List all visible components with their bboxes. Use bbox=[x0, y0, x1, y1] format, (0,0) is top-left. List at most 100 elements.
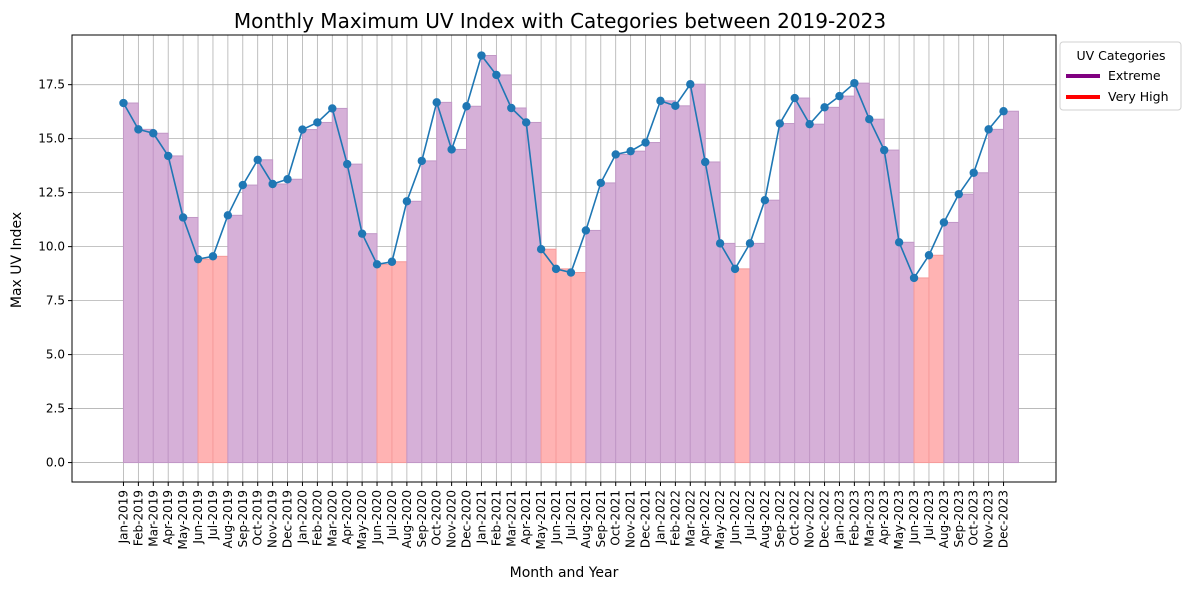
bar-very-high bbox=[197, 258, 214, 464]
x-tick-label: Nov-2023 bbox=[982, 490, 996, 548]
data-point bbox=[536, 245, 546, 254]
bar-extreme bbox=[824, 106, 840, 464]
bar-extreme bbox=[301, 129, 318, 464]
data-point bbox=[984, 125, 993, 134]
x-tick-label: Feb-2019 bbox=[131, 490, 145, 546]
data-point bbox=[760, 195, 770, 205]
bar-extreme bbox=[868, 118, 885, 464]
data-point bbox=[641, 138, 650, 147]
data-point bbox=[208, 252, 218, 261]
x-tick-label: Oct-2021 bbox=[609, 490, 623, 546]
data-point bbox=[999, 107, 1008, 116]
x-tick-label: Apr-2022 bbox=[698, 490, 712, 545]
data-point bbox=[745, 239, 755, 248]
x-tick-label: Jun-2023 bbox=[907, 490, 921, 545]
x-tick-label: Sep-2021 bbox=[594, 490, 608, 548]
data-point bbox=[313, 118, 322, 127]
bar-extreme bbox=[421, 160, 438, 464]
bar-extreme bbox=[659, 100, 676, 464]
bar-extreme bbox=[749, 242, 766, 464]
data-point bbox=[119, 98, 128, 108]
data-point bbox=[507, 103, 516, 113]
data-point bbox=[611, 150, 620, 159]
x-tick-label: Oct-2022 bbox=[788, 490, 802, 546]
bar-extreme bbox=[122, 102, 139, 464]
data-point bbox=[566, 268, 576, 277]
bar-extreme bbox=[287, 178, 303, 464]
bar-extreme bbox=[958, 193, 975, 464]
data-point bbox=[417, 156, 426, 166]
bar-extreme bbox=[764, 199, 781, 464]
x-tick-label: Nov-2019 bbox=[266, 490, 280, 548]
bar-very-high bbox=[376, 263, 393, 464]
bar-very-high bbox=[555, 268, 572, 464]
data-point bbox=[477, 51, 486, 60]
bar-extreme bbox=[227, 214, 244, 464]
data-point bbox=[880, 145, 889, 155]
x-tick-label: Nov-2022 bbox=[803, 490, 817, 548]
bar-extreme bbox=[794, 97, 811, 464]
legend: UV Categories Extreme Very High bbox=[1059, 41, 1182, 111]
bar-very-high bbox=[913, 277, 930, 464]
x-tick-label: Nov-2020 bbox=[445, 490, 459, 548]
legend-label-very-high: Very High bbox=[1108, 89, 1169, 104]
x-tick-label: Feb-2023 bbox=[847, 490, 861, 546]
bar-very-high bbox=[391, 261, 408, 464]
x-tick-label: Jul-2021 bbox=[564, 490, 578, 540]
x-tick-label: Jan-2022 bbox=[653, 490, 667, 544]
uv-line bbox=[122, 53, 1005, 280]
y-tick-label: 7.5 bbox=[46, 294, 65, 308]
x-tick-label: Dec-2023 bbox=[997, 490, 1011, 548]
x-tick-label: Jul-2020 bbox=[385, 490, 399, 540]
bar-extreme bbox=[451, 148, 468, 464]
data-point bbox=[581, 226, 591, 235]
x-axis-ticks: Jan-2019 Feb-2019 Mar-2019 Apr-2019 May-2019… bbox=[116, 482, 1011, 549]
x-tick-label: Sep-2019 bbox=[236, 490, 250, 548]
x-tick-label: Jan-2023 bbox=[832, 490, 846, 544]
data-point bbox=[715, 239, 725, 248]
x-tick-label: Aug-2020 bbox=[400, 490, 414, 548]
data-point bbox=[432, 98, 441, 107]
x-tick-label: Nov-2021 bbox=[624, 490, 638, 548]
bar-extreme bbox=[615, 153, 632, 464]
bar-extreme bbox=[645, 142, 661, 464]
data-point bbox=[357, 229, 367, 238]
data-point bbox=[701, 157, 710, 167]
bar-extreme bbox=[242, 184, 259, 464]
data-point bbox=[551, 264, 561, 274]
data-point bbox=[909, 273, 919, 283]
data-point bbox=[835, 91, 844, 101]
bar-extreme bbox=[838, 95, 855, 464]
y-tick-label: 2.5 bbox=[46, 402, 65, 416]
x-tick-label: Apr-2019 bbox=[161, 490, 175, 545]
x-tick-label: Apr-2021 bbox=[519, 490, 533, 545]
bar-extreme bbox=[779, 123, 796, 464]
data-point bbox=[462, 102, 471, 111]
x-tick-label: Jan-2021 bbox=[474, 490, 488, 544]
data-point bbox=[223, 211, 233, 220]
x-tick-label: Jan-2020 bbox=[295, 490, 309, 544]
data-point bbox=[626, 146, 635, 156]
x-axis-label: Month and Year bbox=[510, 565, 619, 581]
data-point bbox=[328, 104, 337, 113]
bar-extreme bbox=[600, 182, 617, 464]
x-tick-label: Feb-2020 bbox=[310, 490, 324, 546]
data-point bbox=[343, 159, 352, 169]
bar-extreme bbox=[257, 159, 274, 464]
data-point bbox=[134, 125, 143, 134]
bar-very-high bbox=[570, 272, 587, 464]
bar-extreme bbox=[272, 183, 289, 464]
bar-extreme bbox=[466, 105, 482, 464]
data-point bbox=[596, 178, 605, 188]
legend-label-extreme: Extreme bbox=[1108, 68, 1161, 83]
data-point bbox=[939, 218, 949, 227]
x-tick-label: Jul-2019 bbox=[206, 490, 220, 540]
x-tick-label: Jun-2020 bbox=[370, 490, 384, 545]
bar-extreme bbox=[809, 123, 826, 464]
data-point bbox=[820, 103, 829, 112]
legend-box bbox=[1059, 41, 1182, 111]
data-point bbox=[671, 101, 680, 111]
data-point bbox=[656, 96, 665, 106]
bar-extreme bbox=[630, 150, 647, 464]
